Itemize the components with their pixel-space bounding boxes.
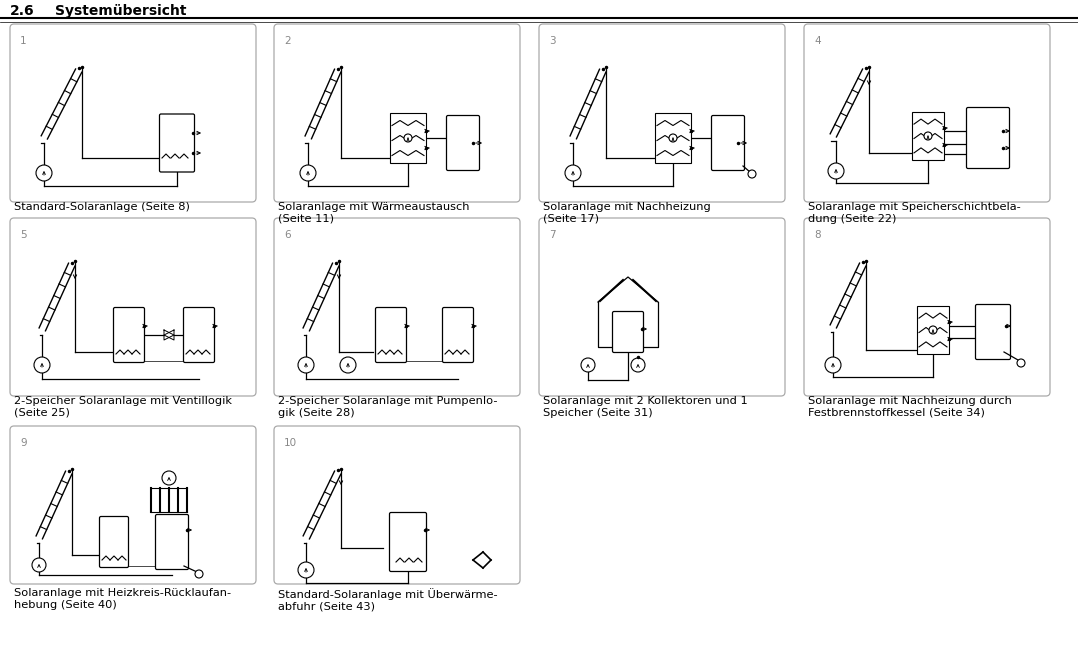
- FancyBboxPatch shape: [99, 516, 128, 568]
- Text: 4: 4: [814, 36, 820, 46]
- Text: Solaranlage mit Heizkreis-Rücklaufan-
hebung (Seite 40): Solaranlage mit Heizkreis-Rücklaufan- he…: [14, 588, 231, 609]
- Circle shape: [828, 163, 844, 179]
- Circle shape: [195, 570, 203, 578]
- Bar: [655, 113, 691, 163]
- Circle shape: [32, 558, 46, 572]
- FancyBboxPatch shape: [976, 305, 1010, 359]
- Text: 2.6: 2.6: [10, 4, 34, 18]
- Circle shape: [162, 471, 176, 485]
- Circle shape: [404, 134, 412, 142]
- Text: Solaranlage mit Nachheizung
(Seite 17): Solaranlage mit Nachheizung (Seite 17): [543, 202, 710, 223]
- FancyBboxPatch shape: [711, 115, 745, 171]
- Text: 6: 6: [284, 230, 291, 240]
- Text: 8: 8: [814, 230, 820, 240]
- FancyBboxPatch shape: [539, 24, 785, 202]
- FancyBboxPatch shape: [274, 218, 520, 396]
- FancyBboxPatch shape: [389, 512, 427, 572]
- FancyBboxPatch shape: [113, 307, 144, 363]
- FancyBboxPatch shape: [183, 307, 215, 363]
- FancyBboxPatch shape: [804, 24, 1050, 202]
- FancyBboxPatch shape: [155, 514, 189, 570]
- FancyBboxPatch shape: [274, 24, 520, 202]
- Text: 9: 9: [20, 438, 27, 448]
- Text: 10: 10: [284, 438, 298, 448]
- Circle shape: [298, 357, 314, 373]
- Circle shape: [340, 357, 356, 373]
- Text: Systemübersicht: Systemübersicht: [55, 4, 186, 18]
- Circle shape: [36, 165, 52, 181]
- Text: 2: 2: [284, 36, 291, 46]
- Text: Standard-Solaranlage (Seite 8): Standard-Solaranlage (Seite 8): [14, 202, 190, 212]
- FancyBboxPatch shape: [967, 107, 1009, 169]
- Circle shape: [825, 357, 841, 373]
- FancyBboxPatch shape: [274, 426, 520, 584]
- Bar: [917, 306, 949, 354]
- Text: 7: 7: [549, 230, 555, 240]
- Text: Standard-Solaranlage mit Überwärme-
abfuhr (Seite 43): Standard-Solaranlage mit Überwärme- abfu…: [278, 588, 498, 611]
- Text: Solaranlage mit Wärmeaustausch
(Seite 11): Solaranlage mit Wärmeaustausch (Seite 11…: [278, 202, 470, 223]
- Text: 1: 1: [20, 36, 27, 46]
- Circle shape: [298, 562, 314, 578]
- FancyBboxPatch shape: [539, 218, 785, 396]
- Text: Solaranlage mit Speicherschichtbela-
dung (Seite 22): Solaranlage mit Speicherschichtbela- dun…: [808, 202, 1021, 223]
- Circle shape: [669, 134, 677, 142]
- Circle shape: [34, 357, 50, 373]
- Circle shape: [1017, 359, 1025, 367]
- Circle shape: [565, 165, 581, 181]
- Circle shape: [924, 132, 932, 140]
- FancyBboxPatch shape: [446, 115, 480, 171]
- FancyBboxPatch shape: [804, 218, 1050, 396]
- FancyBboxPatch shape: [10, 24, 255, 202]
- Bar: [390, 113, 426, 163]
- Circle shape: [631, 358, 645, 372]
- FancyBboxPatch shape: [160, 114, 194, 172]
- FancyBboxPatch shape: [375, 307, 406, 363]
- Text: 5: 5: [20, 230, 27, 240]
- Text: 2-Speicher Solaranlage mit Ventillogik
(Seite 25): 2-Speicher Solaranlage mit Ventillogik (…: [14, 396, 232, 417]
- Text: Solaranlage mit 2 Kollektoren und 1
Speicher (Seite 31): Solaranlage mit 2 Kollektoren und 1 Spei…: [543, 396, 748, 417]
- Circle shape: [581, 358, 595, 372]
- Circle shape: [300, 165, 316, 181]
- Circle shape: [748, 170, 756, 178]
- FancyBboxPatch shape: [612, 311, 644, 352]
- Text: Solaranlage mit Nachheizung durch
Festbrennstoffkessel (Seite 34): Solaranlage mit Nachheizung durch Festbr…: [808, 396, 1012, 417]
- FancyBboxPatch shape: [10, 218, 255, 396]
- FancyBboxPatch shape: [10, 426, 255, 584]
- Bar: [912, 112, 944, 160]
- FancyBboxPatch shape: [442, 307, 473, 363]
- Text: 3: 3: [549, 36, 555, 46]
- Circle shape: [929, 326, 937, 334]
- Text: 2-Speicher Solaranlage mit Pumpenlo-
gik (Seite 28): 2-Speicher Solaranlage mit Pumpenlo- gik…: [278, 396, 498, 417]
